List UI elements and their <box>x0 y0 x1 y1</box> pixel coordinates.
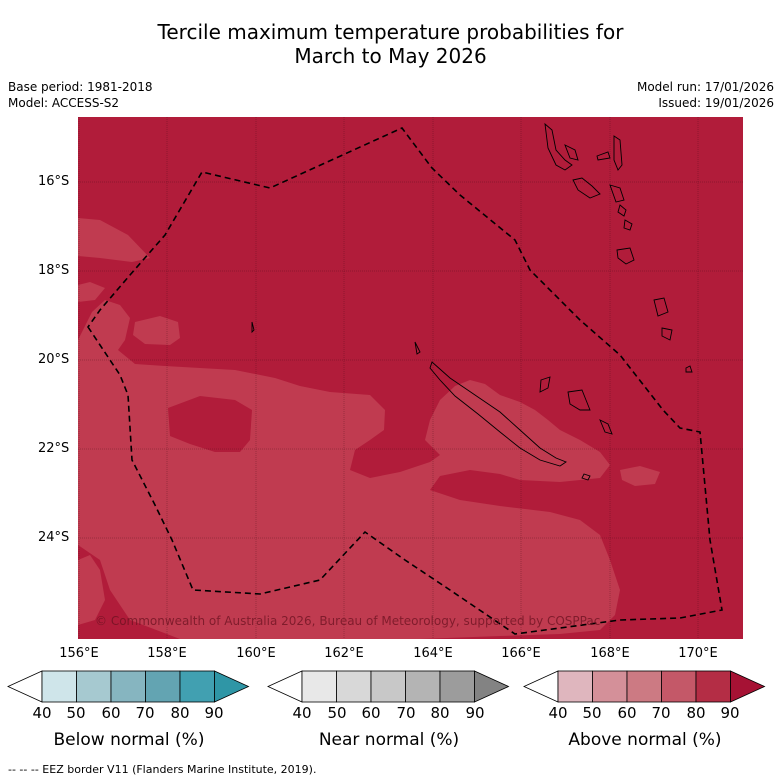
tick-below-80: 80 <box>170 704 190 722</box>
colorbar-near-segment-40 <box>301 670 337 703</box>
above-normal-70-80-regions <box>78 218 660 639</box>
tick-near-50: 50 <box>327 704 347 722</box>
lon-label-156e: 156°E <box>59 646 99 661</box>
model-run: Model run: 17/01/2026 <box>636 80 774 94</box>
colorbar-above-segment-70 <box>661 670 697 703</box>
lat-label-22s: 22°S <box>38 441 70 456</box>
lon-label-160e: 160°E <box>236 646 276 661</box>
lon-label-162e: 162°E <box>324 646 364 661</box>
lat-label-16s: 16°S <box>38 174 70 189</box>
tick-above-80: 80 <box>686 704 706 722</box>
colorbar-label-below: Below normal (%) <box>53 730 205 750</box>
tick-below-70: 70 <box>135 704 155 722</box>
tick-near-40: 40 <box>292 704 312 722</box>
meta-right: Model run: 17/01/2026 Issued: 19/01/2026 <box>637 79 774 111</box>
tick-above-50: 50 <box>582 704 602 722</box>
colorbar-near-segment-70 <box>405 670 441 703</box>
colorbar-near-low-extension <box>267 670 303 703</box>
grid-lines <box>78 117 743 639</box>
colorbar-near-segment-80 <box>439 670 475 703</box>
eez-footer-note: -- -- -- EEZ border V11 (Flanders Marine… <box>8 763 317 776</box>
base-period: Base period: 1981-2018 <box>8 80 153 94</box>
lat-label-24s: 24°S <box>38 530 70 545</box>
colorbar-above-low-extension <box>523 670 559 703</box>
tick-near-60: 60 <box>361 704 381 722</box>
colorbar-above-segment-80 <box>695 670 731 703</box>
tick-above-60: 60 <box>617 704 637 722</box>
lon-label-168e: 168°E <box>590 646 630 661</box>
tick-below-60: 60 <box>101 704 121 722</box>
colorbar-above-segment-50 <box>592 670 628 703</box>
tick-below-50: 50 <box>66 704 86 722</box>
colorbar-below-high-extension <box>214 670 250 703</box>
colorbar-above-normal <box>523 670 766 703</box>
tick-below-90: 90 <box>204 704 224 722</box>
colorbar-above-segment-60 <box>626 670 662 703</box>
tick-above-40: 40 <box>548 704 568 722</box>
colorbar-below-segment-40 <box>41 670 77 703</box>
lat-label-20s: 20°S <box>38 352 70 367</box>
lon-label-158e: 158°E <box>147 646 187 661</box>
land-outlines <box>251 122 693 481</box>
eez-border <box>87 127 723 635</box>
issued-date: Issued: 19/01/2026 <box>658 96 774 110</box>
colorbar-below-segment-70 <box>145 670 181 703</box>
colorbar-below-low-extension <box>7 670 43 703</box>
model-name: Model: ACCESS-S2 <box>8 96 120 110</box>
tick-near-70: 70 <box>396 704 416 722</box>
colorbar-below-segment-60 <box>110 670 146 703</box>
colorbar-near-segment-50 <box>336 670 372 703</box>
lon-label-164e: 164°E <box>413 646 453 661</box>
tick-above-90: 90 <box>720 704 740 722</box>
colorbar-below-normal <box>7 670 250 703</box>
colorbar-above-segment-40 <box>557 670 593 703</box>
tick-near-80: 80 <box>430 704 450 722</box>
lat-label-18s: 18°S <box>38 263 70 278</box>
colorbar-above-high-extension <box>730 670 766 703</box>
lon-label-166e: 166°E <box>501 646 541 661</box>
colorbar-near-normal <box>267 670 510 703</box>
tick-above-70: 70 <box>651 704 671 722</box>
colorbar-label-near: Near normal (%) <box>318 730 460 750</box>
colorbar-below-segment-50 <box>76 670 112 703</box>
colorbar-below-segment-80 <box>179 670 215 703</box>
tick-below-40: 40 <box>32 704 52 722</box>
colorbar-near-high-extension <box>474 670 510 703</box>
copyright-credit: © Commonwealth of Australia 2026, Bureau… <box>95 614 601 628</box>
title-line-2: March to May 2026 <box>294 44 487 68</box>
probability-map <box>78 117 743 639</box>
colorbar-label-above: Above normal (%) <box>568 730 722 750</box>
meta-left: Base period: 1981-2018 Model: ACCESS-S2 <box>8 79 153 111</box>
colorbar-near-segment-60 <box>370 670 406 703</box>
tick-near-90: 90 <box>465 704 485 722</box>
lon-label-170e: 170°E <box>678 646 718 661</box>
title-line-1: Tercile maximum temperature probabilitie… <box>157 20 624 44</box>
